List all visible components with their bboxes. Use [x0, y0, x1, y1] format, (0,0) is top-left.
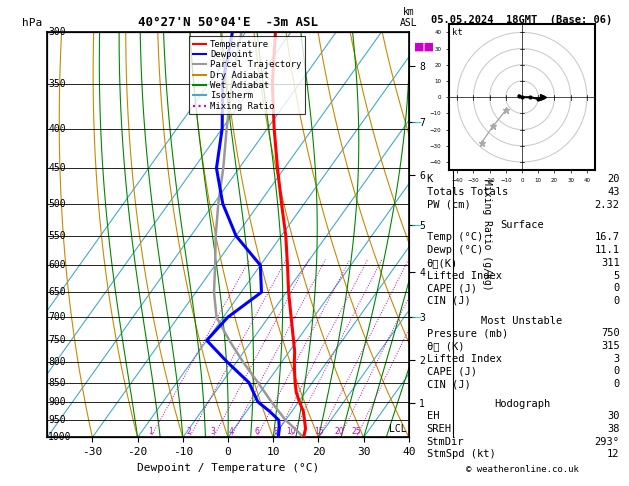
Title: 40°27'N 50°04'E  -3m ASL: 40°27'N 50°04'E -3m ASL — [138, 16, 318, 29]
Text: 550: 550 — [48, 231, 65, 241]
Text: 5: 5 — [613, 271, 620, 280]
Text: 600: 600 — [48, 260, 65, 270]
Text: © weatheronline.co.uk: © weatheronline.co.uk — [465, 465, 579, 474]
Text: 8: 8 — [273, 427, 278, 436]
Text: 1: 1 — [148, 427, 153, 436]
Text: 25: 25 — [352, 427, 361, 436]
Text: 20: 20 — [607, 174, 620, 184]
Text: 700: 700 — [48, 312, 65, 322]
Y-axis label: Mixing Ratio (g/kg): Mixing Ratio (g/kg) — [482, 179, 492, 290]
X-axis label: Dewpoint / Temperature (°C): Dewpoint / Temperature (°C) — [137, 463, 319, 473]
Text: CAPE (J): CAPE (J) — [426, 366, 477, 376]
Text: StmDir: StmDir — [426, 436, 464, 447]
Text: —: — — [412, 117, 422, 127]
Text: 20: 20 — [335, 427, 345, 436]
Text: Dewp (°C): Dewp (°C) — [426, 245, 483, 255]
Text: CIN (J): CIN (J) — [426, 379, 470, 389]
Text: 30: 30 — [607, 411, 620, 421]
Text: θᴇ (K): θᴇ (K) — [426, 341, 464, 351]
Legend: Temperature, Dewpoint, Parcel Trajectory, Dry Adiabat, Wet Adiabat, Isotherm, Mi: Temperature, Dewpoint, Parcel Trajectory… — [189, 36, 305, 114]
Text: Lifted Index: Lifted Index — [426, 354, 501, 364]
Text: Temp (°C): Temp (°C) — [426, 232, 483, 243]
Text: 12: 12 — [607, 449, 620, 459]
Text: Most Unstable: Most Unstable — [481, 315, 563, 326]
Text: —: — — [412, 220, 422, 230]
Text: ■■: ■■ — [414, 41, 435, 52]
Text: StmSpd (kt): StmSpd (kt) — [426, 449, 496, 459]
Text: Surface: Surface — [500, 220, 544, 230]
Text: 05.05.2024  18GMT  (Base: 06): 05.05.2024 18GMT (Base: 06) — [431, 15, 613, 25]
Text: LCL: LCL — [389, 424, 406, 434]
Text: Pressure (mb): Pressure (mb) — [426, 329, 508, 338]
Text: 15: 15 — [314, 427, 324, 436]
Text: CAPE (J): CAPE (J) — [426, 283, 477, 293]
Text: 0: 0 — [613, 366, 620, 376]
Text: 800: 800 — [48, 357, 65, 367]
Text: 450: 450 — [48, 163, 65, 173]
Text: 750: 750 — [48, 335, 65, 346]
Text: 300: 300 — [48, 27, 65, 36]
Text: 900: 900 — [48, 397, 65, 407]
Text: K: K — [426, 174, 433, 184]
Text: 6: 6 — [254, 427, 259, 436]
Text: 38: 38 — [607, 424, 620, 434]
Text: 850: 850 — [48, 378, 65, 388]
Text: km
ASL: km ASL — [400, 7, 418, 28]
Text: 315: 315 — [601, 341, 620, 351]
Text: 750: 750 — [601, 329, 620, 338]
Text: PW (cm): PW (cm) — [426, 200, 470, 210]
Text: Totals Totals: Totals Totals — [426, 187, 508, 197]
Text: 1000: 1000 — [48, 433, 72, 442]
Text: —: — — [412, 312, 422, 322]
Text: EH: EH — [426, 411, 439, 421]
Text: 293°: 293° — [594, 436, 620, 447]
Text: 3: 3 — [613, 354, 620, 364]
Text: 350: 350 — [48, 79, 65, 88]
Text: 400: 400 — [48, 123, 65, 134]
Text: CIN (J): CIN (J) — [426, 296, 470, 306]
Text: kt: kt — [452, 28, 463, 36]
Text: 2.32: 2.32 — [594, 200, 620, 210]
Text: 0: 0 — [613, 296, 620, 306]
Text: hPa: hPa — [22, 17, 42, 28]
Text: Hodograph: Hodograph — [494, 399, 550, 409]
Text: 16.7: 16.7 — [594, 232, 620, 243]
Text: 3: 3 — [211, 427, 216, 436]
Text: 11.1: 11.1 — [594, 245, 620, 255]
Text: 10: 10 — [286, 427, 296, 436]
Text: 0: 0 — [613, 379, 620, 389]
Text: θᴇ(K): θᴇ(K) — [426, 258, 458, 268]
Text: 43: 43 — [607, 187, 620, 197]
Text: 650: 650 — [48, 287, 65, 297]
Text: 500: 500 — [48, 199, 65, 209]
Text: 0: 0 — [613, 283, 620, 293]
Text: 311: 311 — [601, 258, 620, 268]
Text: 2: 2 — [187, 427, 192, 436]
Text: 950: 950 — [48, 415, 65, 425]
Text: Lifted Index: Lifted Index — [426, 271, 501, 280]
Text: SREH: SREH — [426, 424, 452, 434]
Text: 4: 4 — [228, 427, 233, 436]
